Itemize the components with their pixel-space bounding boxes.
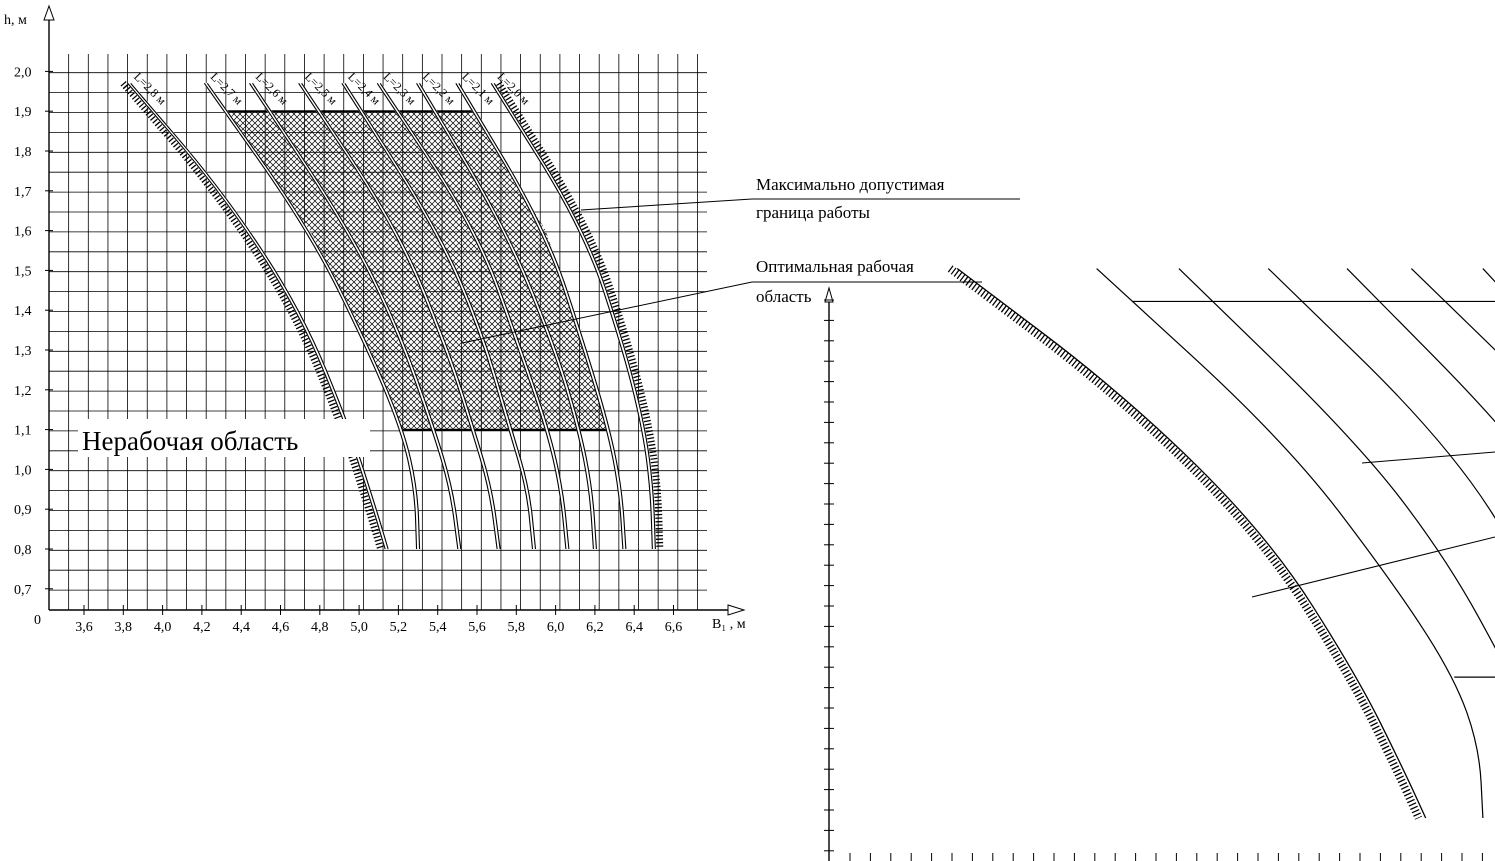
curve-line [341, 83, 534, 550]
series-label: L=2,2 м [420, 70, 458, 108]
zoom-boundary-hatch [947, 265, 1423, 820]
curve-line [130, 82, 389, 550]
y-tick-label: 0,8 [14, 543, 32, 558]
y-tick-label: 1,1 [14, 424, 32, 439]
annotation-optimal-area: Оптимальная рабочая область [461, 257, 982, 344]
x-axis-arrow [727, 604, 746, 616]
annotation-max-boundary: Максимально допустимая граница работы [580, 175, 1020, 222]
x-axis-label: B₁ , м [712, 617, 746, 632]
curve-gap [298, 82, 501, 550]
y-tick-label: 1,4 [14, 304, 32, 319]
zoom-curve-line [1482, 268, 1495, 283]
y-tick-label: 0,9 [14, 503, 32, 518]
boundary-hatch [120, 81, 384, 550]
zoom-curve-line [1267, 268, 1495, 519]
origin-label: 0 [34, 613, 41, 628]
curve-line [203, 83, 418, 550]
curve-gap [377, 82, 570, 550]
y-tick-label: 1,6 [14, 225, 32, 240]
y-tick-label: 2,0 [14, 65, 32, 80]
curve-gap [416, 82, 597, 550]
zoom-curve-line [1178, 268, 1495, 649]
x-tick-label: 6,2 [586, 620, 604, 635]
curve-line [490, 83, 653, 550]
series-label: L=2,7 м [208, 70, 246, 108]
enlarged-chart [824, 265, 1495, 861]
x-tick-label: 3,6 [75, 620, 93, 635]
series-label: L=2,0 м [495, 70, 533, 108]
zoom-curve-line [1410, 268, 1495, 351]
y-tick-label: 1,5 [14, 264, 32, 279]
y-tick-label: 1,8 [14, 145, 32, 160]
x-tick-label: 3,8 [115, 620, 133, 635]
curve-line [344, 83, 537, 550]
x-tick-label: 4,8 [311, 620, 329, 635]
series-labels: L=2,8 м L=2,7 м L=2,6 м L=2,5 м L=2,4 мL=2,3… [131, 70, 533, 108]
x-tick-label: 4,4 [232, 620, 250, 635]
curve-family [120, 81, 664, 550]
curve-gap [455, 82, 627, 550]
zoom-y-axis-arrow [824, 286, 834, 303]
annotation-opt-line1: Оптимальная рабочая [756, 257, 914, 276]
curve-line [493, 83, 656, 550]
annotation-non-working-text: Нерабочая область [82, 426, 298, 456]
annotation-opt-leader [461, 281, 753, 344]
series-label: L=2,5 м [302, 70, 340, 108]
annotation-non-working: Нерабочая область [78, 419, 370, 457]
non-working-label-bg [78, 419, 370, 457]
curve-line [455, 83, 624, 550]
zoom-curve-line [1346, 268, 1495, 423]
x-tick-label: 5,8 [508, 620, 526, 635]
annotation-max-line2: граница работы [756, 203, 871, 222]
x-tick-label: 4,0 [154, 620, 172, 635]
series-label: L=2,6 м [253, 70, 291, 108]
x-tick-label: 5,2 [390, 620, 408, 635]
x-tick-label: 5,0 [350, 620, 368, 635]
zoom-boundary-line [956, 268, 1427, 819]
curve-line [206, 83, 421, 550]
annotation-max-line1: Максимально допустимая [756, 175, 945, 194]
y-tick-label: 0,7 [14, 583, 32, 598]
y-tick-label: 1,7 [14, 185, 32, 200]
annotation-opt-line2: область [756, 287, 812, 306]
annotation-max-leader [580, 198, 753, 211]
x-tick-label: 6,6 [665, 620, 683, 635]
series-label: L=2,4 м [345, 70, 383, 108]
zoom-leader-max [1361, 451, 1495, 464]
y-axis-label: h, м [4, 13, 27, 28]
x-tick-label: 4,2 [193, 620, 211, 635]
curve-line [419, 83, 597, 550]
y-axis-arrow [43, 4, 55, 21]
y-tick-label: 1,9 [14, 105, 32, 120]
y-tick-label: 1,0 [14, 463, 32, 478]
curve-line [127, 82, 386, 550]
curve-line [416, 83, 594, 550]
curve-line [301, 83, 501, 550]
series-label: L=2,8 м [131, 70, 169, 108]
zoom-curve-line [1096, 268, 1484, 819]
x-tick-label: 6,0 [547, 620, 565, 635]
curve-line [458, 83, 627, 550]
curve-line [252, 83, 462, 550]
x-tick-label: 6,4 [625, 620, 643, 635]
curve-gap [341, 82, 536, 550]
curve-gap [491, 82, 656, 550]
curve-line [379, 83, 570, 550]
curve-gap [204, 82, 421, 550]
x-tick-label: 5,4 [429, 620, 447, 635]
curve-gap [249, 82, 462, 550]
curve-line [298, 83, 498, 550]
series-label: L=2,1 м [459, 70, 497, 108]
curve-line [376, 83, 567, 550]
curve-gap [127, 82, 389, 550]
y-tick-label: 1,2 [14, 384, 32, 399]
zoom-leader-optimal [1251, 536, 1495, 598]
x-tick-label: 5,6 [468, 620, 486, 635]
series-label: L=2,3 м [381, 70, 419, 108]
curve-line [249, 83, 459, 550]
x-tick-label: 4,6 [272, 620, 290, 635]
y-tick-label: 1,3 [14, 344, 32, 359]
tick-labels: 0,7 0,8 0,9 1,0 1,1 1,2 1,3 1,4 1,5 1,6 1,7 1,8 1,9 2… [14, 65, 682, 635]
